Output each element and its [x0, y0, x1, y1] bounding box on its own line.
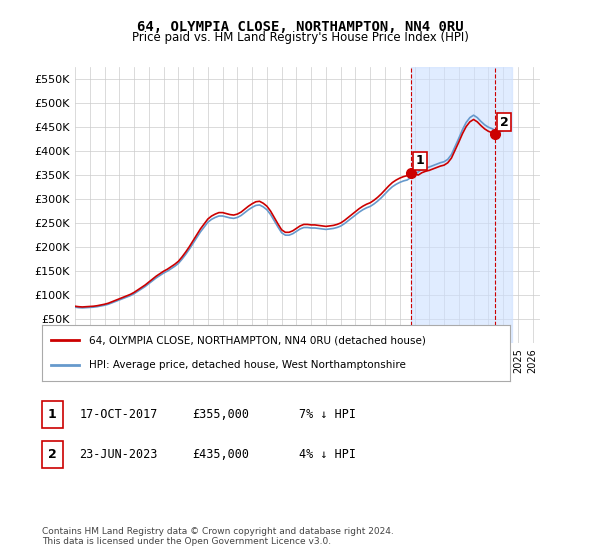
Text: Price paid vs. HM Land Registry's House Price Index (HPI): Price paid vs. HM Land Registry's House … — [131, 31, 469, 44]
Bar — [412, 67, 512, 343]
Text: Contains HM Land Registry data © Crown copyright and database right 2024.
This d: Contains HM Land Registry data © Crown c… — [42, 526, 394, 546]
Text: 7% ↓ HPI: 7% ↓ HPI — [299, 408, 356, 421]
Bar — [42, 401, 63, 428]
Text: £435,000: £435,000 — [192, 448, 249, 461]
Bar — [42, 441, 63, 468]
Text: 4% ↓ HPI: 4% ↓ HPI — [299, 448, 356, 461]
Text: 2: 2 — [500, 116, 509, 129]
Text: 64, OLYMPIA CLOSE, NORTHAMPTON, NN4 0RU: 64, OLYMPIA CLOSE, NORTHAMPTON, NN4 0RU — [137, 20, 463, 34]
Text: 2: 2 — [48, 448, 56, 461]
Text: HPI: Average price, detached house, West Northamptonshire: HPI: Average price, detached house, West… — [89, 360, 406, 370]
Text: 23-JUN-2023: 23-JUN-2023 — [79, 448, 158, 461]
Text: £355,000: £355,000 — [192, 408, 249, 421]
Text: 1: 1 — [48, 408, 56, 421]
Text: 17-OCT-2017: 17-OCT-2017 — [79, 408, 158, 421]
Text: 64, OLYMPIA CLOSE, NORTHAMPTON, NN4 0RU (detached house): 64, OLYMPIA CLOSE, NORTHAMPTON, NN4 0RU … — [89, 335, 425, 346]
Text: 1: 1 — [416, 154, 425, 167]
